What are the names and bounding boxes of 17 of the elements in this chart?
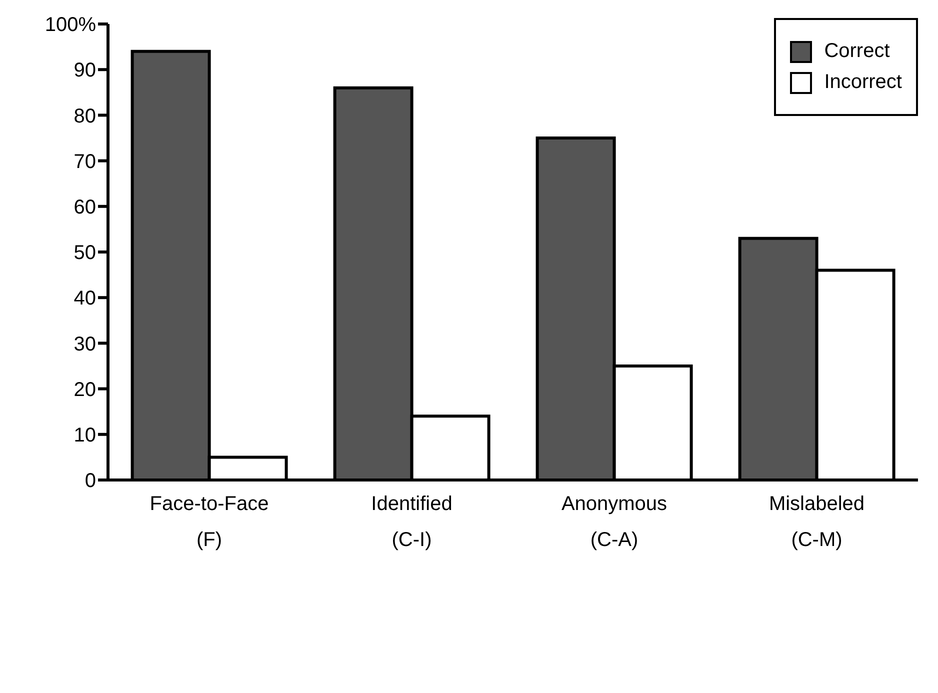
- legend-label: Correct: [824, 40, 890, 63]
- y-tick-label: 20: [74, 378, 96, 401]
- y-tick-label: 80: [74, 105, 96, 128]
- x-tick-label: Identified (C-I): [371, 493, 452, 551]
- y-tick-label: 60: [74, 196, 96, 218]
- x-tick-label: Mislabeled (C-M): [768, 493, 865, 551]
- x-tick-label: Face-to-Face (F): [150, 493, 269, 551]
- x-tick-label: Anonymous (C-A): [561, 493, 668, 551]
- y-tick-label: 30: [74, 333, 96, 356]
- y-tick-label: 70: [74, 150, 96, 173]
- y-tick-label: 90: [74, 60, 96, 82]
- y-tick-label: 50: [74, 242, 96, 264]
- y-tick-label: 40: [74, 288, 96, 310]
- y-tick-label: 10: [74, 424, 96, 446]
- legend-label: Incorrect: [824, 71, 902, 94]
- y-tick-label: 0: [84, 470, 96, 492]
- y-tick-label: 100%: [44, 14, 96, 36]
